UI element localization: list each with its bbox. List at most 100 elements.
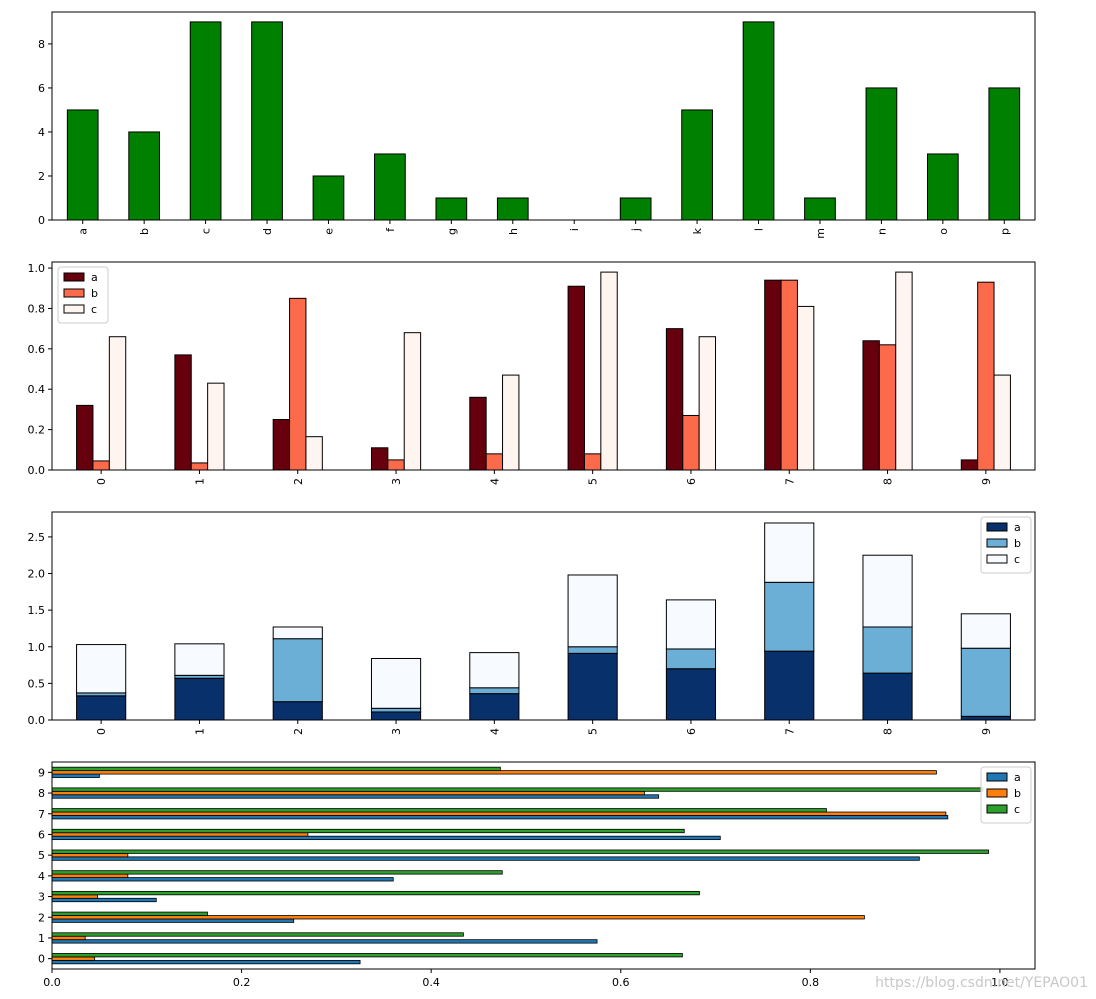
legend-label-a: a — [1014, 521, 1021, 534]
bar-b-8 — [878, 344, 897, 471]
xtick-label: 7 — [783, 728, 796, 735]
ytick-label: 1.0 — [28, 641, 46, 654]
legend-swatch-a — [63, 272, 85, 282]
xtick-label: h — [507, 228, 520, 235]
bar-c-5 — [600, 271, 618, 471]
legend-swatch-b — [986, 538, 1008, 548]
chart-2: 0.0 0.2 0.4 0.6 0.8 1.0 0 1 2 3 4 5 6 7 8 9 abc — [28, 261, 1036, 485]
bar-b-6 — [665, 648, 717, 670]
hbar-a-8 — [51, 794, 660, 799]
bar-c-9 — [960, 613, 1011, 649]
hbar-a-3 — [51, 897, 157, 903]
legend-label-b: b — [91, 287, 98, 300]
bar-a-8 — [862, 340, 880, 471]
bar-e — [312, 175, 345, 221]
bar-c-8 — [895, 271, 913, 471]
xtick-label: 0.6 — [612, 976, 630, 989]
bar-h — [496, 197, 529, 221]
bar-a-0 — [76, 404, 94, 471]
ytick-label: 9 — [38, 766, 45, 779]
hbar-c-3 — [51, 890, 700, 896]
ytick-label: 0.2 — [28, 424, 46, 437]
hbar-c-7 — [51, 808, 827, 813]
xtick-label: 5 — [587, 478, 600, 485]
hbar-c-6 — [51, 828, 685, 834]
chart-1: 0 2 4 6 8 a b c d e f g h i j k l m n o p — [38, 11, 1036, 239]
chart-4: 0 1 2 3 4 5 6 7 8 9 0.0 0.2 0.4 0.6 0.8 1.0 abc — [38, 761, 1036, 989]
hbar-c-2 — [51, 911, 208, 916]
bar-b-7 — [764, 581, 815, 652]
hbar-c-9 — [51, 766, 501, 772]
xtick-label: 1 — [193, 478, 206, 485]
hbar-a-2 — [51, 918, 295, 923]
axes-frame — [51, 761, 1036, 970]
hbar-b-7 — [51, 811, 947, 816]
legend-label-c: c — [91, 303, 97, 316]
xtick-label: 4 — [488, 478, 501, 485]
bar-a — [66, 109, 99, 221]
hbar-a-1 — [51, 939, 598, 944]
bar-c-9 — [993, 374, 1011, 471]
bar-b-1 — [190, 462, 209, 471]
xtick-label: 9 — [980, 728, 993, 735]
xtick-label: l — [753, 228, 766, 231]
xtick-label: 6 — [685, 478, 698, 485]
xtick-label: m — [814, 228, 827, 239]
bar-a-5 — [567, 285, 585, 471]
xtick-label: f — [384, 227, 397, 232]
watermark: https://blog.csdn.net/YEPAO01 — [875, 975, 1088, 991]
xtick-label: 7 — [783, 478, 796, 485]
ytick-label: 0.4 — [28, 383, 46, 396]
ytick-label: 8 — [38, 38, 45, 51]
xtick-label: o — [937, 228, 950, 235]
legend-label-a: a — [91, 271, 98, 284]
hbar-a-4 — [51, 877, 394, 882]
bar-c-1 — [207, 382, 225, 471]
bar-a-9 — [960, 715, 1011, 721]
xtick-label: 3 — [390, 728, 403, 735]
xtick-label: 6 — [685, 728, 698, 735]
bar-c-1 — [174, 643, 225, 676]
bar-b-0 — [92, 460, 110, 471]
legend-swatch-c — [63, 304, 85, 314]
bar-b-5 — [567, 646, 618, 654]
bar-c-3 — [370, 657, 422, 709]
ytick-label: 0.6 — [28, 343, 46, 356]
bar-c-5 — [567, 574, 618, 648]
hbar-a-9 — [51, 773, 100, 778]
hbar-c-5 — [51, 849, 989, 854]
bar-a-5 — [567, 652, 618, 721]
xtick-label: e — [322, 228, 335, 235]
bar-b-7 — [780, 279, 798, 471]
bar-c-7 — [764, 522, 815, 583]
bar-f — [374, 153, 406, 221]
bar-b-2 — [272, 638, 323, 703]
ytick-label: 3 — [38, 891, 45, 904]
bar-b-3 — [387, 459, 405, 471]
bar-a-6 — [665, 328, 684, 471]
xtick-label: c — [200, 228, 213, 234]
hbar-b-8 — [51, 790, 645, 796]
xtick-label: 0.2 — [233, 976, 251, 989]
legend-label-a: a — [1014, 771, 1021, 784]
bar-c — [189, 21, 222, 221]
hbar-b-9 — [51, 770, 937, 775]
axes-frame — [51, 11, 1036, 221]
hbar-b-1 — [51, 935, 86, 941]
bar-b-5 — [583, 453, 602, 471]
bar-b-4 — [485, 453, 504, 471]
bar-b-2 — [289, 297, 307, 471]
hbar-b-6 — [51, 832, 309, 837]
bar-b-9 — [977, 281, 995, 471]
bar-a-4 — [469, 693, 520, 721]
hbar-b-0 — [51, 956, 96, 961]
bar-a-1 — [174, 354, 192, 471]
hbar-a-5 — [51, 856, 920, 861]
xtick-label: i — [568, 228, 581, 231]
ytick-label: 2 — [38, 170, 45, 183]
ytick-label: 0.5 — [28, 677, 46, 690]
xtick-label: b — [138, 228, 151, 235]
ytick-label: 4 — [38, 126, 45, 139]
xtick-label: 0.8 — [802, 976, 820, 989]
